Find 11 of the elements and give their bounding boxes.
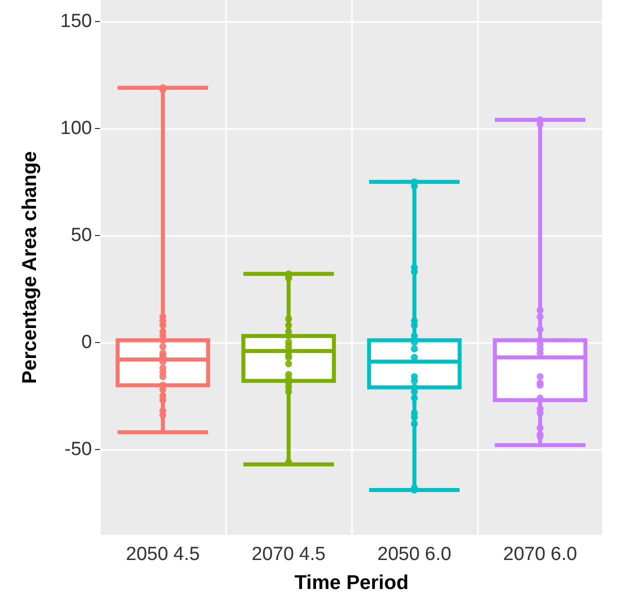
y-tick-label: 100 [60, 118, 92, 139]
x-tick-label: 2050 6.0 [377, 544, 452, 565]
x-tick-label: 2050 4.5 [126, 544, 200, 565]
y-tick-label: 50 [70, 224, 92, 246]
x-axis-title: Time Period [294, 572, 409, 594]
y-axis-title: Percentage Area change [19, 151, 41, 384]
y-tick-label: 0 [81, 332, 92, 353]
x-tick-label: 2070 4.5 [252, 544, 326, 565]
y-tick-label: 150 [60, 10, 92, 32]
x-tick-label: 2070 6.0 [503, 544, 578, 565]
y-tick-label: -50 [64, 438, 92, 460]
